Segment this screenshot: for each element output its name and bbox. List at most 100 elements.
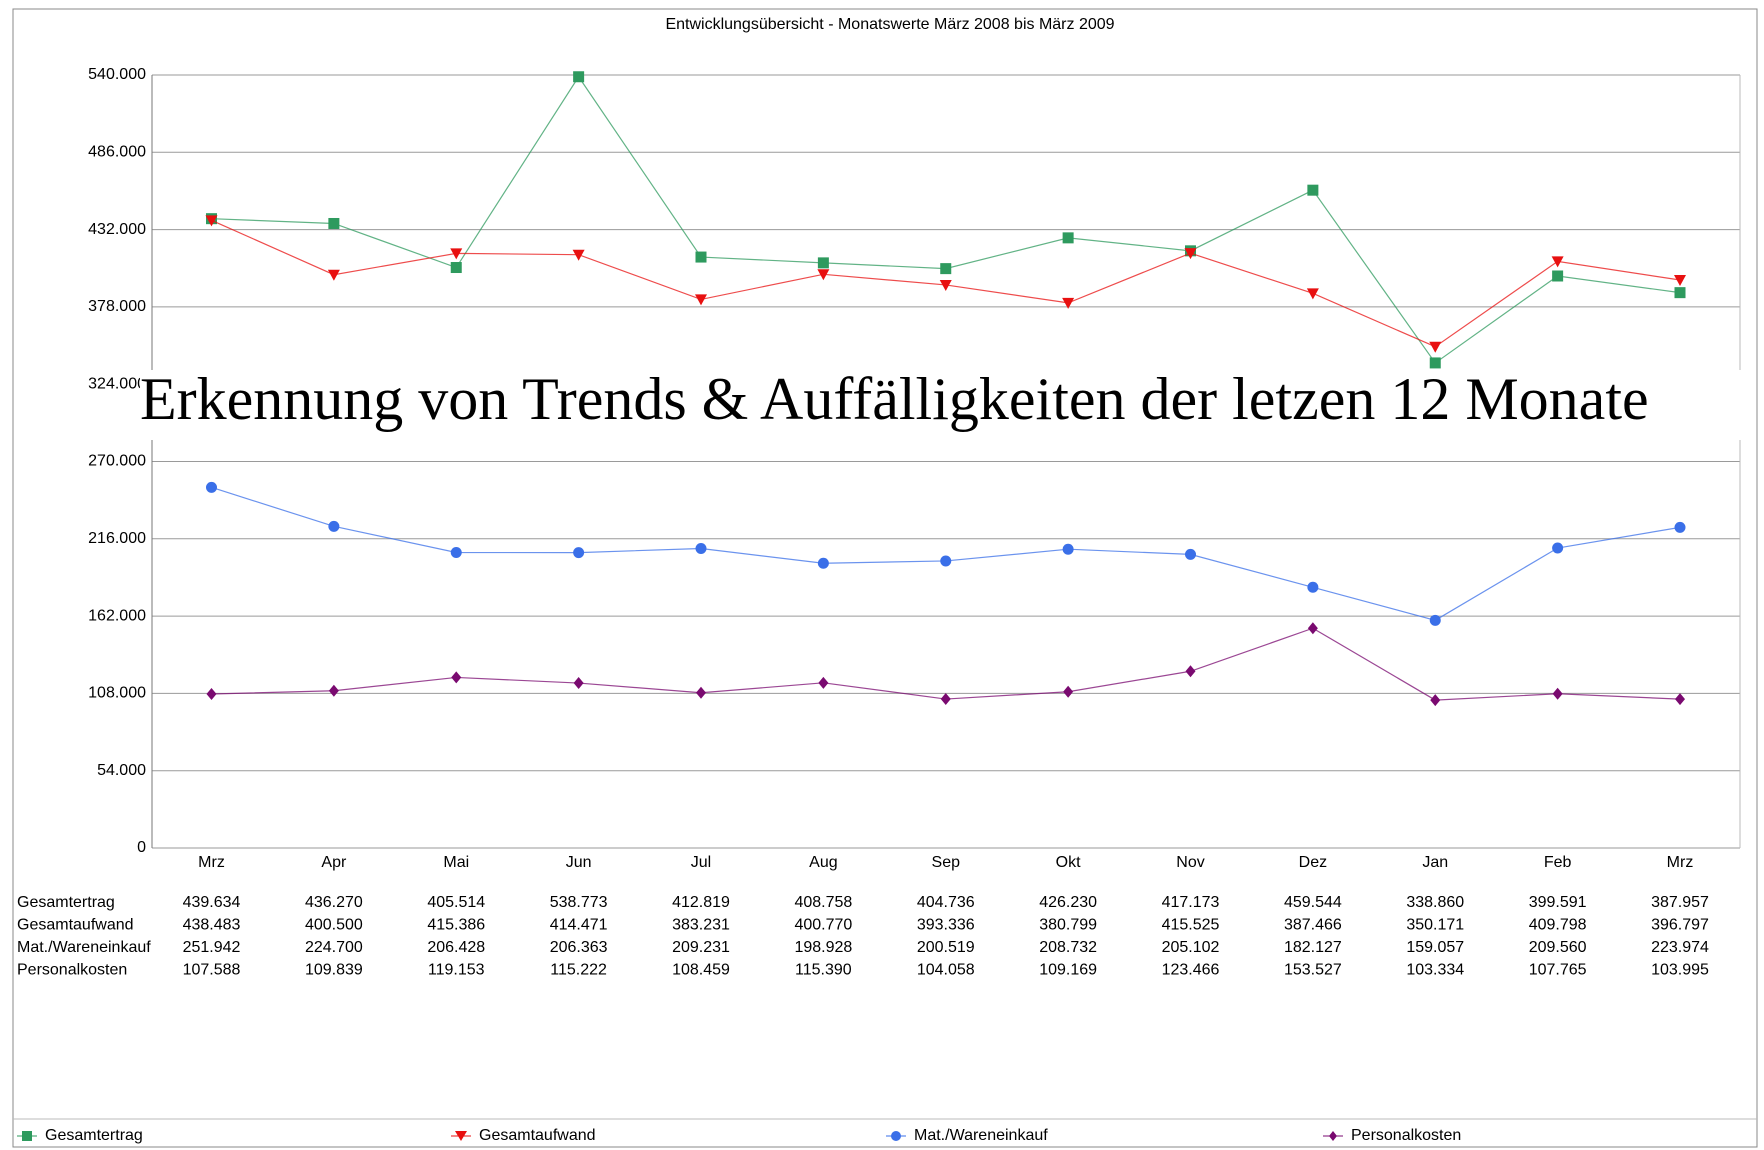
x-tick-label: Jul	[691, 854, 711, 871]
marker	[572, 249, 585, 261]
table-cell: 399.591	[1529, 894, 1587, 911]
marker	[1185, 665, 1196, 678]
table-cell: 123.466	[1162, 962, 1220, 979]
marker	[940, 555, 952, 567]
table-cell: 208.732	[1039, 939, 1097, 956]
series-line	[211, 486, 1681, 621]
table-cell: 383.231	[672, 917, 730, 934]
table-cell: 115.390	[795, 962, 852, 979]
table-row-label: Gesamtaufwand	[17, 917, 134, 934]
table-cell: 251.942	[183, 939, 241, 956]
table-row-label: Mat./Wareneinkauf	[17, 939, 151, 956]
marker	[817, 257, 829, 269]
marker	[205, 215, 218, 227]
table-cell: 414.471	[550, 917, 608, 934]
x-tick-label: Mrz	[1667, 854, 1694, 871]
marker	[206, 481, 217, 493]
legend-marker	[455, 1131, 467, 1141]
table-cell: 109.169	[1039, 962, 1097, 979]
table-cell: 108.459	[672, 962, 730, 979]
table-cell: 426.230	[1039, 894, 1097, 911]
marker	[1674, 287, 1686, 299]
x-tick-label: Aug	[809, 854, 837, 871]
table-cell: 439.634	[183, 894, 241, 911]
frame	[12, 8, 1758, 1148]
marker	[695, 251, 707, 263]
table-cell: 119.153	[428, 962, 485, 979]
marker	[328, 684, 339, 697]
marker	[696, 686, 706, 699]
y-tick-label: 108.000	[88, 685, 146, 702]
marker	[451, 671, 462, 684]
marker	[939, 279, 952, 291]
marker	[573, 71, 585, 83]
legend-label: Gesamtaufwand	[479, 1127, 596, 1144]
marker	[1675, 693, 1685, 706]
marker	[818, 676, 829, 689]
x-tick-label: Okt	[1056, 854, 1081, 871]
table-cell: 350.171	[1406, 917, 1464, 934]
table-cell: 223.974	[1651, 939, 1709, 956]
table-row-label: Personalkosten	[17, 962, 127, 979]
marker	[327, 269, 340, 281]
marker	[573, 677, 584, 690]
table-cell: 387.466	[1284, 917, 1342, 934]
marker	[1429, 341, 1442, 353]
y-tick-label: 162.000	[88, 607, 146, 624]
table-cell: 404.736	[917, 894, 975, 911]
marker	[328, 217, 340, 229]
table-cell: 159.057	[1406, 939, 1464, 956]
table-cell: 107.765	[1529, 962, 1587, 979]
marker	[1185, 548, 1196, 560]
table-cell: 104.058	[917, 962, 975, 979]
chart-title: Entwicklungsübersicht - Monatswerte März…	[665, 16, 1114, 33]
annotation-background	[140, 370, 1756, 440]
legend-marker	[1329, 1131, 1337, 1141]
table-cell: 109.839	[305, 962, 363, 979]
legend-marker	[891, 1131, 901, 1141]
legend-label: Gesamtertrag	[45, 1127, 143, 1144]
marker	[1307, 184, 1319, 196]
table-row-label: Gesamtertrag	[17, 894, 115, 911]
marker	[1062, 543, 1074, 555]
table-cell: 415.386	[427, 917, 485, 934]
annotation: Erkennung von Trends & Auffälligkeiten d…	[140, 366, 1649, 432]
marker	[573, 547, 585, 559]
y-tick-label: 216.000	[88, 530, 146, 547]
table-cell: 206.363	[550, 939, 608, 956]
marker	[1430, 694, 1441, 707]
marker	[1307, 622, 1318, 635]
table-cell: 396.797	[1651, 917, 1709, 934]
table-cell: 400.500	[305, 917, 363, 934]
marker	[940, 693, 951, 706]
y-tick-label: 486.000	[88, 144, 146, 161]
table-cell: 436.270	[305, 894, 363, 911]
marker	[450, 262, 462, 274]
table-cell: 417.173	[1162, 894, 1220, 911]
x-tick-label: Apr	[321, 854, 347, 871]
y-tick-label: 54.000	[97, 762, 146, 779]
y-tick-label: 540.000	[88, 66, 146, 83]
marker	[817, 557, 829, 569]
table-cell: 209.560	[1529, 939, 1587, 956]
marker	[940, 263, 952, 275]
marker	[695, 542, 707, 554]
x-tick-label: Sep	[932, 854, 961, 871]
x-tick-label: Nov	[1176, 854, 1204, 871]
table-cell: 409.798	[1529, 917, 1587, 934]
series-line	[211, 75, 1681, 364]
table-cell: 198.928	[794, 939, 852, 956]
marker	[1184, 248, 1197, 260]
table-cell: 103.334	[1406, 962, 1464, 979]
table-cell: 459.544	[1284, 894, 1342, 911]
marker	[1306, 288, 1319, 300]
marker	[1429, 357, 1441, 369]
table-cell: 209.231	[672, 939, 730, 956]
marker	[328, 520, 340, 532]
y-tick-label: 378.000	[88, 298, 146, 315]
table-cell: 400.770	[794, 917, 852, 934]
table-cell: 438.483	[183, 917, 241, 934]
legend-marker	[22, 1131, 32, 1141]
